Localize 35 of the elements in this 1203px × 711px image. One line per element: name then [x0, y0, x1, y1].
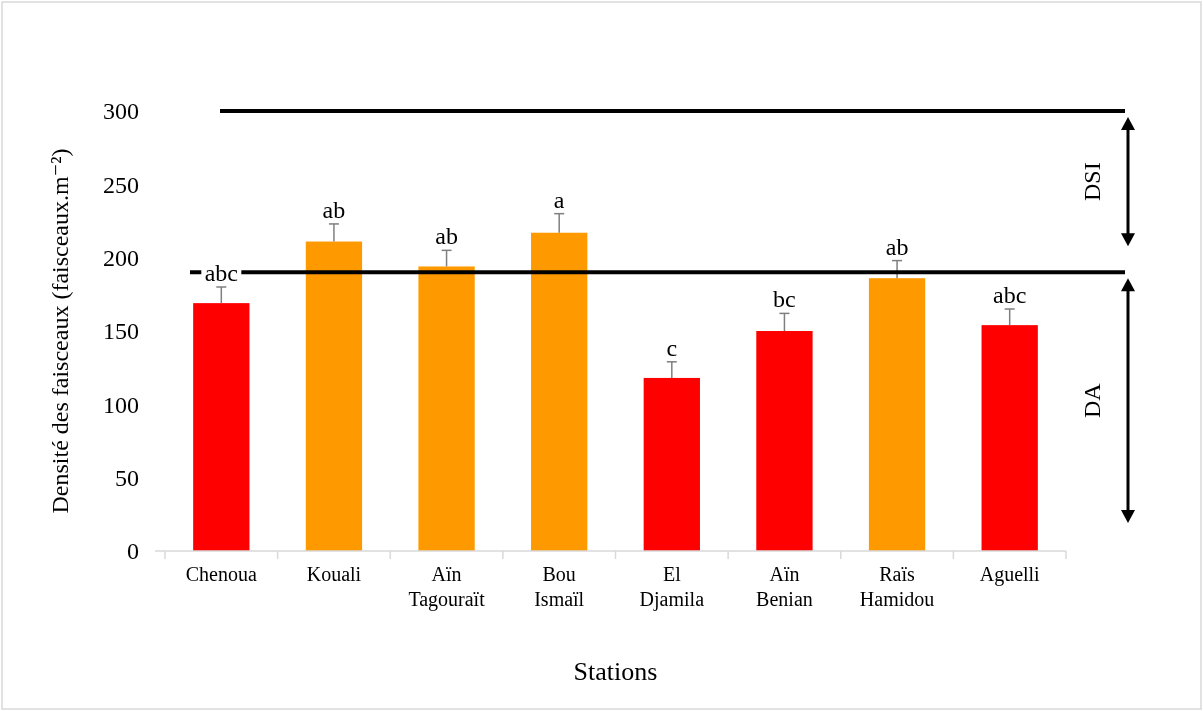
bar	[868, 278, 926, 551]
y-tick-label: 100	[103, 391, 139, 418]
x-tick-label: Kouali	[306, 563, 362, 585]
x-tick-label: Aguelli	[979, 563, 1041, 586]
annotation: bc	[773, 286, 796, 313]
bar	[418, 266, 475, 551]
x-axis-title: Stations	[573, 657, 658, 686]
x-tick-label: Aïn Tagouraït	[408, 563, 486, 611]
bar	[193, 303, 250, 551]
annotation: DSI	[1079, 162, 1105, 201]
y-axis-title: Densité des faisceaux (faisceaux.m⁻²)	[47, 148, 73, 514]
y-tick-label: 50	[115, 465, 139, 492]
annotation: ab	[435, 223, 458, 250]
annotation: a	[553, 186, 565, 213]
annotation: abc	[993, 282, 1027, 308]
bar	[981, 325, 1038, 551]
y-tick-label: 200	[103, 245, 139, 272]
annotation: abc	[204, 260, 238, 286]
x-tick-label: Chenoua	[185, 563, 257, 585]
annotation: ab	[322, 196, 346, 223]
bar	[305, 241, 363, 551]
bar	[531, 232, 588, 551]
y-tick-label: 0	[127, 538, 139, 565]
y-tick-label: 250	[103, 171, 139, 198]
bar	[756, 331, 813, 551]
x-tick-label: Raïs Hamidou	[859, 563, 935, 610]
y-tick-label: 300	[103, 98, 139, 125]
annotation: DA	[1079, 382, 1105, 418]
annotation: c	[666, 334, 678, 361]
bar	[643, 377, 700, 551]
x-tick-label: El Djamila	[639, 563, 705, 611]
y-tick-label: 150	[103, 318, 139, 345]
annotation: ab	[885, 233, 909, 260]
x-tick-label: Aïn Benian	[756, 563, 813, 610]
x-tick-label: Bou Ismaïl	[534, 563, 585, 610]
